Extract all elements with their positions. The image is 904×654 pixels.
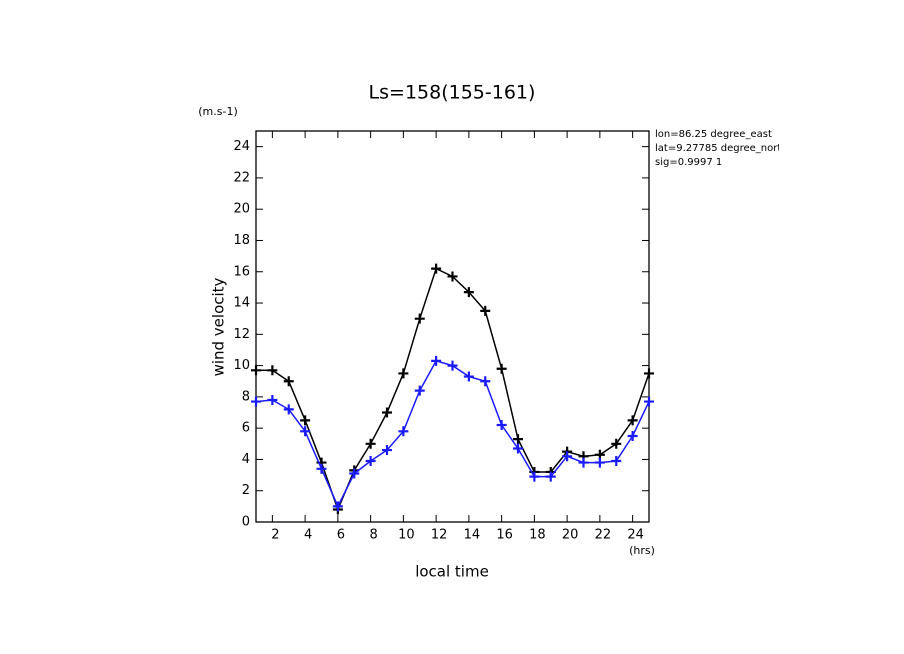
point-marker: [349, 468, 360, 479]
x-tick-label: 24: [627, 528, 644, 543]
x-tick-label: 16: [496, 528, 513, 543]
x-unit: (hrs): [629, 544, 655, 557]
series-line: [255, 360, 650, 509]
y-tick-label: 4: [242, 452, 250, 467]
point-marker: [644, 396, 654, 407]
x-tick-label: 10: [398, 528, 415, 543]
point-marker: [496, 363, 507, 374]
point-marker: [463, 287, 474, 298]
y-unit: (m.s-1): [198, 105, 238, 118]
point-marker: [382, 407, 392, 418]
x-tick-label: 6: [337, 528, 345, 543]
y-tick-label: 6: [242, 421, 250, 436]
point-marker: [365, 456, 376, 467]
point-marker: [267, 395, 278, 406]
y-axis-label: wind velocity: [210, 277, 228, 376]
x-tick-label: 20: [562, 528, 579, 543]
point-marker: [382, 445, 392, 456]
point-marker: [332, 501, 343, 512]
point-marker: [447, 271, 458, 282]
x-axis-label: local time: [415, 563, 489, 581]
x-tick-label: 2: [271, 528, 279, 543]
point-marker: [365, 438, 376, 449]
point-marker: [447, 360, 458, 371]
point-marker: [513, 443, 523, 454]
point-marker: [627, 430, 638, 441]
y-tick-label: 0: [242, 515, 250, 530]
series-line: [256, 267, 650, 512]
plot-frame: [255, 130, 650, 523]
y-tick-label: 22: [233, 170, 250, 185]
y-tick-label: 24: [233, 139, 250, 154]
x-tick-label: 4: [304, 528, 312, 543]
y-tick-label: 16: [233, 264, 250, 279]
point-marker: [300, 426, 311, 437]
point-marker: [578, 457, 589, 468]
point-marker: [398, 368, 409, 379]
point-marker: [496, 420, 507, 431]
annotation: sig=0.9997 1: [655, 157, 722, 168]
point-marker: [414, 313, 425, 324]
point-marker: [594, 457, 605, 468]
point-marker: [251, 396, 261, 407]
y-tick-label: 14: [233, 296, 250, 311]
point-marker: [300, 415, 311, 426]
point-marker: [283, 376, 294, 387]
y-tick-label: 18: [233, 233, 250, 248]
point-marker: [644, 368, 654, 379]
x-tick-label: 12: [431, 528, 448, 543]
point-marker: [463, 371, 474, 382]
point-marker: [611, 456, 622, 467]
point-marker: [283, 404, 294, 415]
y-tick-label: 20: [233, 202, 250, 217]
point-marker: [431, 355, 442, 366]
point-marker: [398, 426, 409, 437]
x-tick-label: 18: [529, 528, 546, 543]
annotations: lon=86.25 degree_east lat=9.27785 degree…: [655, 129, 788, 168]
point-marker: [414, 385, 425, 396]
point-marker: [562, 451, 573, 462]
point-marker: [480, 305, 491, 316]
point-marker: [267, 365, 278, 376]
y-tick-label: 8: [242, 389, 250, 404]
point-marker: [480, 376, 491, 387]
annotation: lon=86.25 degree_east: [655, 129, 772, 140]
point-marker: [431, 263, 442, 274]
y-tick-label: 12: [233, 327, 250, 342]
point-marker: [251, 365, 261, 376]
annotation: lat=9.27785 degree_north: [655, 143, 788, 154]
point-marker: [316, 463, 327, 474]
y-tick-label: 10: [233, 358, 250, 373]
x-tick-label: 22: [595, 528, 612, 543]
point-marker: [529, 471, 540, 482]
y-tick-label: 2: [242, 483, 250, 498]
x-tick-label: 14: [464, 528, 481, 543]
point-marker: [545, 471, 556, 482]
point-marker: [611, 438, 622, 449]
x-tick-label: 8: [369, 528, 377, 543]
point-marker: [627, 415, 638, 426]
point-marker: [513, 434, 523, 445]
chart-title: Ls=158(155-161): [369, 82, 536, 104]
